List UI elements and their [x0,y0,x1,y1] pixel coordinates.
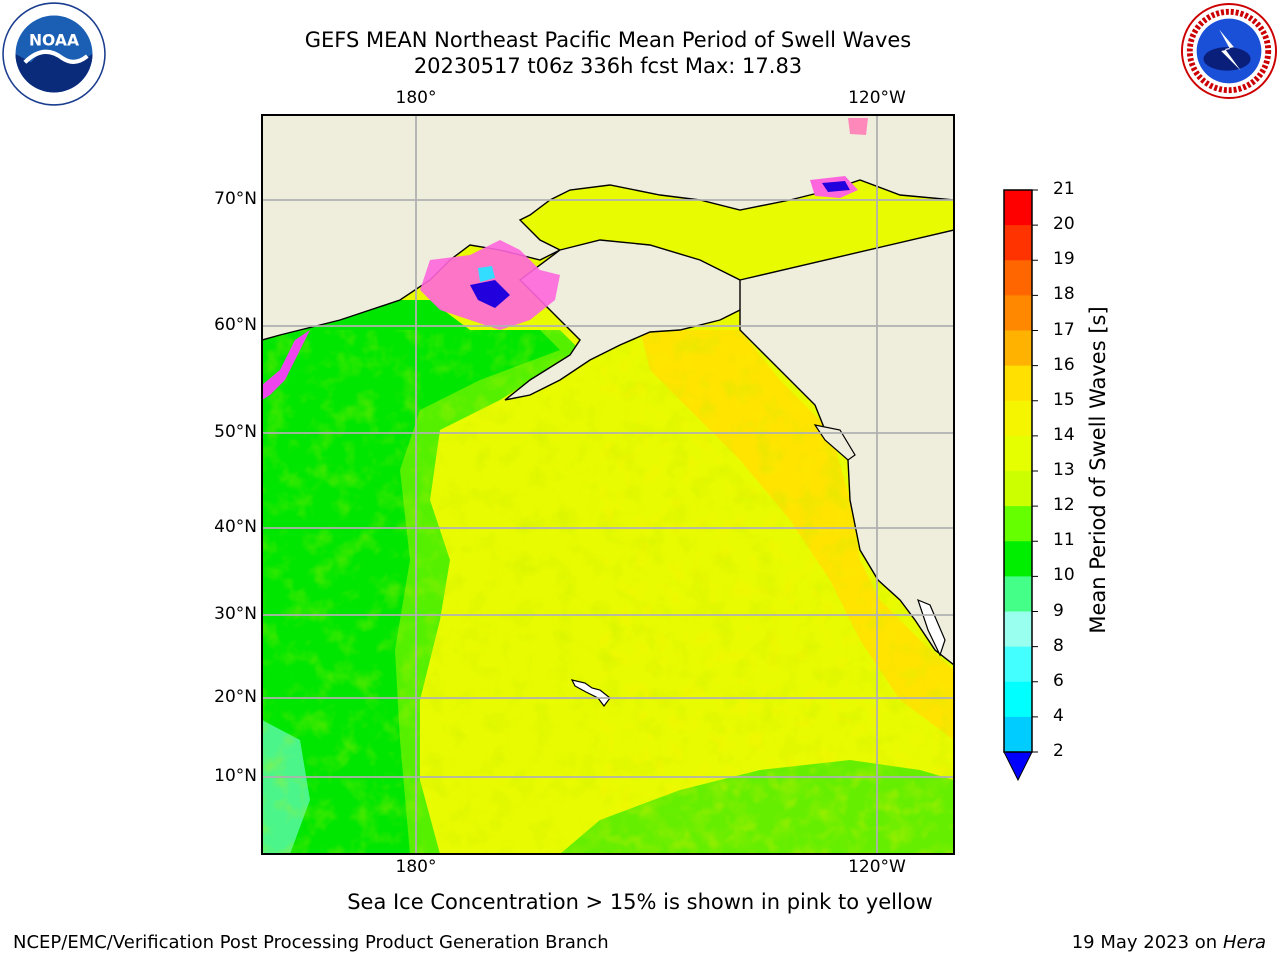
colorbar-tick-label: 2 [1053,741,1064,761]
credit-right: 19 May 2023 on Hera [1072,932,1266,953]
lon-label-top-120w: 120°W [848,88,906,108]
colorbar-tick-label: 14 [1053,424,1075,445]
credit-left: NCEP/EMC/Verification Post Processing Pr… [13,932,609,953]
nws-logo [1180,2,1278,100]
sea-ice-footnote: Sea Ice Concentration > 15% is shown in … [347,890,933,914]
colorbar-tick-label: 15 [1053,389,1075,410]
graticule [262,115,954,854]
lon-label-bottom-120w: 120°W [848,857,906,877]
lat-label-60n: 60°N [214,315,257,335]
colorbar-segment [1004,400,1032,437]
colorbar-tick-label: 21 [1053,179,1075,199]
lat-label-10n: 10°N [214,766,257,786]
colorbar-tick-label: 16 [1053,354,1075,375]
colorbar-tick-label: 4 [1053,705,1064,726]
colorbar-segment [1004,541,1032,577]
chart-subtitle: 20230517 t06z 336h fcst Max: 17.83 [413,54,803,78]
colorbar-tick-label: 20 [1053,214,1075,235]
svg-text:NOAA: NOAA [29,32,79,50]
colorbar-tick-label: 12 [1053,495,1075,516]
map-frame [261,114,955,855]
colorbar-segment [1004,611,1032,648]
lat-label-30n: 30°N [214,604,257,624]
chart-title: GEFS MEAN Northeast Pacific Mean Period … [304,28,912,52]
sea-ice-bering-core [470,280,510,308]
colorbar-segment [1004,295,1032,331]
lon-label-bottom-180: 180° [395,857,437,877]
lat-label-40n: 40°N [214,517,257,537]
colorbar-tick-label: 11 [1053,530,1075,551]
land-baja [917,598,946,657]
sea-ice-bering-cyan [478,266,495,282]
credit-date: 19 May 2023 on [1071,932,1218,953]
colorbar-tick-label: 8 [1053,635,1064,656]
colorbar-tick-label: 6 [1053,670,1064,691]
colorbar-tick-label: 19 [1053,249,1075,270]
colorbar-segment [1004,646,1032,683]
colorbar-segment [1004,576,1032,612]
colorbar-tick-label: 13 [1053,460,1075,480]
lat-label-70n: 70°N [214,189,257,209]
colorbar-segment [1004,435,1032,472]
colorbar-segment [1004,681,1032,718]
sea-ice-beaufort-core [822,181,850,192]
colorbar-tick-label: 17 [1053,319,1075,340]
colorbar-segment [1004,506,1032,542]
colorbar-extend-triangle [1003,751,1033,782]
colorbar-segment [1004,716,1032,753]
sea-ice-north-patch [848,118,868,135]
colorbar-tick-label: 18 [1053,284,1075,305]
colorbar-segment [1004,471,1032,507]
noaa-logo: NOAA [2,2,106,106]
colorbar-tick-label: 10 [1053,565,1075,586]
credit-machine: Hera [1222,932,1266,953]
colorbar [1003,189,1038,782]
colorbar-tick-label: 9 [1053,600,1064,621]
colorbar-segment [1004,190,1032,226]
colorbar-segment [1004,330,1032,367]
lat-label-20n: 20°N [214,687,257,707]
colorbar-segment [1004,365,1032,402]
lon-label-top-180: 180° [395,88,437,108]
lat-label-50n: 50°N [214,422,257,442]
sea-ice-west-edge [262,330,310,400]
colorbar-segment [1004,225,1032,261]
colorbar-label: Mean Period of Swell Waves [s] [1086,306,1110,634]
land-hawaii [570,679,611,707]
colorbar-segment [1004,260,1032,296]
